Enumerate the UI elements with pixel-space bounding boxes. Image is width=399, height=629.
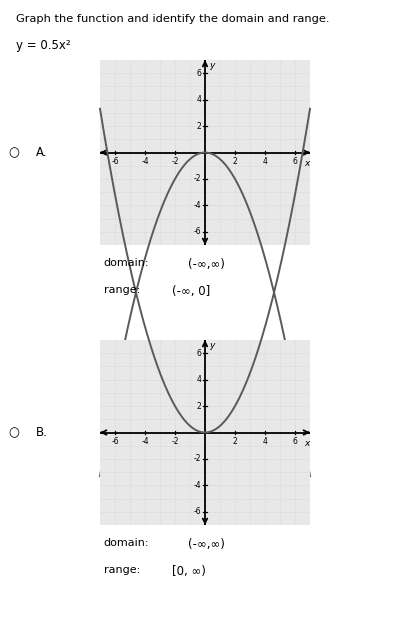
Text: (-∞, 0]: (-∞, 0] (172, 285, 210, 298)
Text: [0, ∞): [0, ∞) (172, 565, 205, 577)
Text: -6: -6 (194, 507, 201, 516)
Text: -2: -2 (171, 157, 179, 166)
Text: -4: -4 (194, 481, 201, 490)
Text: -2: -2 (194, 174, 201, 184)
Text: -2: -2 (171, 437, 179, 446)
Text: 2: 2 (233, 437, 237, 446)
Text: domain:: domain: (104, 258, 149, 267)
Text: range:: range: (104, 285, 140, 294)
Text: 4: 4 (263, 157, 267, 166)
Text: x: x (304, 439, 310, 448)
Text: (-∞,∞): (-∞,∞) (188, 538, 224, 550)
Text: ○: ○ (8, 146, 19, 159)
Text: x: x (304, 159, 310, 168)
Text: domain:: domain: (104, 538, 149, 548)
Text: -6: -6 (111, 157, 119, 166)
Text: y: y (209, 61, 214, 70)
Text: 6: 6 (196, 69, 201, 78)
Text: 2: 2 (196, 401, 201, 411)
Text: -4: -4 (194, 201, 201, 210)
Text: 6: 6 (292, 157, 297, 166)
Text: Graph the function and identify the domain and range.: Graph the function and identify the doma… (16, 14, 330, 24)
Text: -4: -4 (141, 437, 149, 446)
Text: -2: -2 (194, 454, 201, 464)
Text: 2: 2 (196, 121, 201, 131)
Text: y = 0.5x²: y = 0.5x² (16, 39, 71, 52)
Text: y: y (209, 342, 214, 350)
Text: -6: -6 (111, 437, 119, 446)
Text: range:: range: (104, 565, 140, 575)
Text: 4: 4 (196, 95, 201, 104)
Text: 6: 6 (292, 437, 297, 446)
Text: A.: A. (36, 146, 47, 159)
Text: -6: -6 (194, 227, 201, 237)
Text: B.: B. (36, 426, 48, 439)
Text: 6: 6 (196, 348, 201, 358)
Text: ○: ○ (8, 426, 19, 439)
Text: 2: 2 (233, 157, 237, 166)
Text: -4: -4 (141, 157, 149, 166)
Text: 4: 4 (263, 437, 267, 446)
Text: (-∞,∞): (-∞,∞) (188, 258, 224, 270)
Text: 4: 4 (196, 375, 201, 384)
